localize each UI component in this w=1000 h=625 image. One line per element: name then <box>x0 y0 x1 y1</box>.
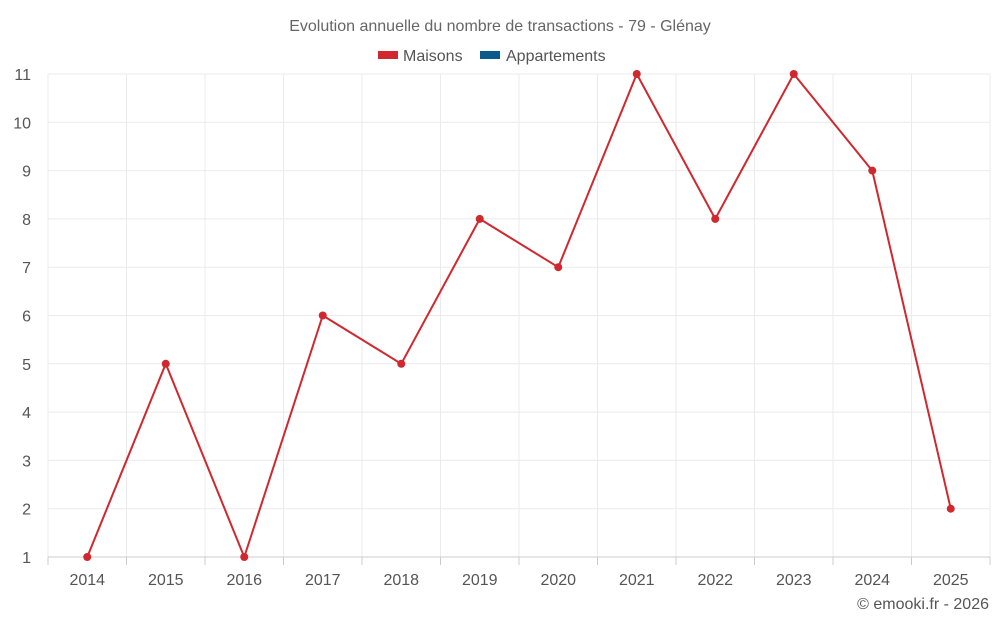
y-tick-label: 3 <box>22 453 31 470</box>
data-point[interactable] <box>946 504 955 513</box>
data-point[interactable] <box>711 214 720 223</box>
y-tick-label: 10 <box>13 115 31 132</box>
data-point[interactable] <box>868 166 877 175</box>
grid <box>47 73 991 557</box>
x-tick-label: 2016 <box>226 572 262 589</box>
data-point[interactable] <box>789 70 798 78</box>
data-point[interactable] <box>475 214 484 223</box>
data-point[interactable] <box>83 553 92 561</box>
legend: Maisons Appartements <box>378 48 606 65</box>
x-tick-label: 2017 <box>305 572 341 589</box>
y-tick-label: 7 <box>22 260 31 277</box>
x-tick-label: 2014 <box>69 572 105 589</box>
data-point[interactable] <box>161 359 170 368</box>
x-axis: 2014 2015 2016 2017 2018 2019 2020 2021 2022 2023… <box>47 556 991 589</box>
y-tick-label: 11 <box>14 67 31 84</box>
data-point[interactable] <box>397 359 406 368</box>
x-tick-label: 2015 <box>148 572 184 589</box>
credit-text: © emooki.fr - 2026 <box>857 596 989 613</box>
x-tick-label: 2025 <box>933 572 969 589</box>
series-line <box>86 73 952 558</box>
series-maisons <box>83 70 955 561</box>
y-tick-label: 9 <box>22 164 31 181</box>
y-tick-label: 4 <box>22 405 31 422</box>
legend-swatch-appartements[interactable] <box>480 51 500 59</box>
legend-label-appartements[interactable]: Appartements <box>506 48 606 65</box>
y-tick-label: 8 <box>22 212 31 229</box>
x-tick-label: 2021 <box>619 572 655 589</box>
y-tick-label: 2 <box>22 502 31 519</box>
x-tick-label: 2018 <box>383 572 419 589</box>
data-point[interactable] <box>318 311 327 320</box>
x-tick-label: 2020 <box>540 572 576 589</box>
y-tick-label: 1 <box>22 550 31 567</box>
legend-label-maisons[interactable]: Maisons <box>403 48 463 65</box>
y-tick-label: 6 <box>22 309 31 326</box>
data-point[interactable] <box>632 70 641 78</box>
y-tick-label: 5 <box>22 357 31 374</box>
data-point[interactable] <box>554 263 563 272</box>
y-axis: 1 2 3 4 5 6 7 8 9 10 11 <box>13 67 31 567</box>
x-tick-label: 2022 <box>697 572 733 589</box>
legend-swatch-maisons[interactable] <box>378 51 398 59</box>
x-tick-label: 2019 <box>462 572 498 589</box>
x-tick-label: 2024 <box>854 572 890 589</box>
data-point[interactable] <box>240 553 249 561</box>
chart-title: Evolution annuelle du nombre de transact… <box>289 18 711 35</box>
x-tick-label: 2023 <box>776 572 812 589</box>
